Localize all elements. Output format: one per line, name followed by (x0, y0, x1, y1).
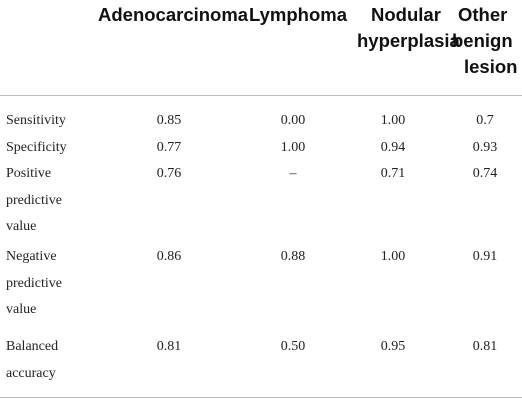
cell-sensitivity-nodular-hyperplasia: 1.00 (380, 113, 406, 128)
cell-ppv-lymphoma: – (289, 166, 297, 181)
table-bottom-rule (0, 397, 522, 398)
cell-ppv-adenocarcinoma: 0.76 (156, 166, 182, 181)
row-label-positive-predictive-value: Positive predictive value (6, 166, 62, 234)
cell-balanced-accuracy-lymphoma: 0.50 (280, 339, 306, 354)
row-label-negative-predictive-value: Negative predictive value (6, 249, 62, 317)
cell-balanced-accuracy-other-benign-lesion: 0.81 (472, 339, 498, 354)
row-label-specificity: Specificity (6, 140, 67, 155)
cell-specificity-other-benign-lesion: 0.93 (472, 140, 498, 155)
cell-specificity-lymphoma: 1.00 (280, 140, 306, 155)
cell-npv-other-benign-lesion: 0.91 (472, 249, 498, 264)
header-divider (0, 95, 522, 96)
cell-ppv-nodular-hyperplasia: 0.71 (380, 166, 406, 181)
cell-balanced-accuracy-adenocarcinoma: 0.81 (156, 339, 182, 354)
column-header-nodular-hyperplasia: Nodular hyperplasia (357, 4, 460, 51)
cell-sensitivity-adenocarcinoma: 0.85 (156, 113, 182, 128)
cell-specificity-adenocarcinoma: 0.77 (156, 140, 182, 155)
cell-ppv-other-benign-lesion: 0.74 (472, 166, 498, 181)
row-label-sensitivity: Sensitivity (6, 113, 66, 128)
row-label-balanced-accuracy: Balanced accuracy (6, 339, 59, 381)
column-header-other-benign-lesion: Other benign lesion (452, 4, 518, 77)
cell-specificity-nodular-hyperplasia: 0.94 (380, 140, 406, 155)
cell-npv-lymphoma: 0.88 (280, 249, 306, 264)
cell-sensitivity-lymphoma: 0.00 (280, 113, 306, 128)
cell-sensitivity-other-benign-lesion: 0.7 (476, 113, 494, 128)
column-header-lymphoma: Lymphoma (249, 4, 347, 25)
column-header-adenocarcinoma: Adenocarcinoma (98, 4, 249, 25)
cell-npv-nodular-hyperplasia: 1.00 (380, 249, 406, 264)
cell-npv-adenocarcinoma: 0.86 (156, 249, 182, 264)
cell-balanced-accuracy-nodular-hyperplasia: 0.95 (380, 339, 406, 354)
